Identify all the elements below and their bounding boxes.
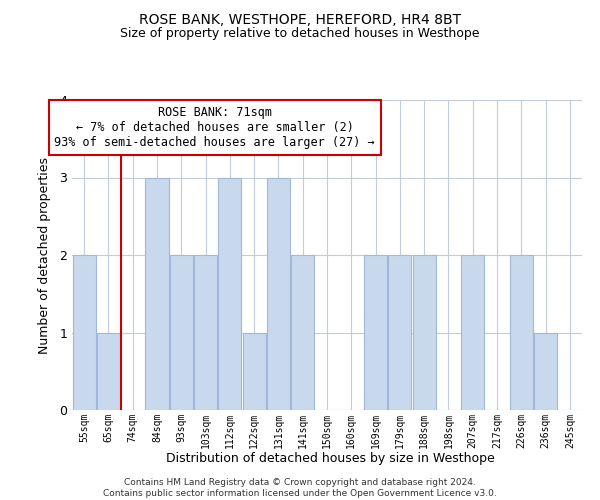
Bar [267, 178, 290, 410]
Y-axis label: Number of detached properties: Number of detached properties [38, 156, 51, 354]
Text: Size of property relative to detached houses in Westhope: Size of property relative to detached ho… [120, 28, 480, 40]
Bar [194, 255, 217, 410]
Bar [97, 332, 120, 410]
Bar [388, 255, 412, 410]
Bar [242, 332, 266, 410]
Text: Distribution of detached houses by size in Westhope: Distribution of detached houses by size … [166, 452, 494, 465]
Bar [364, 255, 387, 410]
Text: Contains HM Land Registry data © Crown copyright and database right 2024.
Contai: Contains HM Land Registry data © Crown c… [103, 478, 497, 498]
Text: ROSE BANK: 71sqm
← 7% of detached houses are smaller (2)
93% of semi-detached ho: ROSE BANK: 71sqm ← 7% of detached houses… [55, 106, 375, 149]
Bar [461, 255, 484, 410]
Text: ROSE BANK, WESTHOPE, HEREFORD, HR4 8BT: ROSE BANK, WESTHOPE, HEREFORD, HR4 8BT [139, 12, 461, 26]
Bar [145, 178, 169, 410]
Bar [510, 255, 533, 410]
Bar [218, 178, 241, 410]
Bar [291, 255, 314, 410]
Bar [413, 255, 436, 410]
Bar [534, 332, 557, 410]
Bar [73, 255, 95, 410]
Bar [170, 255, 193, 410]
